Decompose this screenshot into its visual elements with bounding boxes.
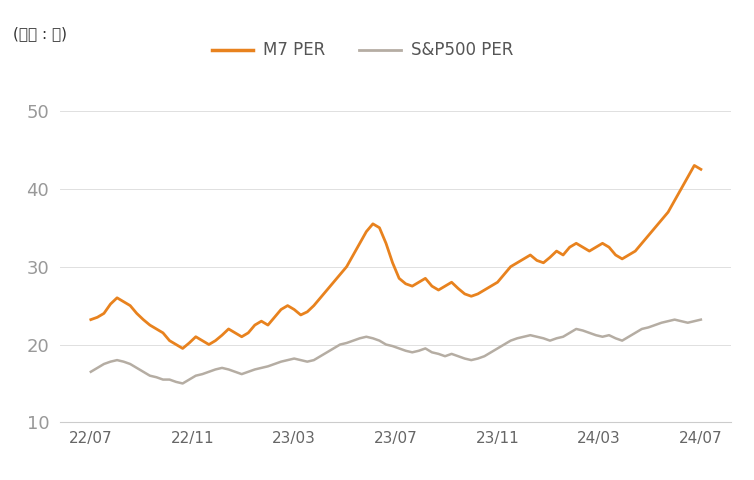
S&P500 PER: [250, 367, 259, 372]
S&P500 PER: [198, 371, 207, 377]
S&P500 PER: [329, 346, 338, 351]
Legend: M7 PER, S&P500 PER: M7 PER, S&P500 PER: [205, 35, 520, 66]
S&P500 PER: [86, 369, 95, 375]
M7 PER: [178, 346, 187, 351]
S&P500 PER: [670, 317, 679, 323]
M7 PER: [552, 248, 561, 254]
S&P500 PER: [697, 317, 706, 323]
S&P500 PER: [460, 356, 469, 361]
Line: S&P500 PER: S&P500 PER: [90, 320, 701, 384]
M7 PER: [329, 279, 338, 285]
S&P500 PER: [178, 381, 187, 386]
Text: (단위 : 배): (단위 : 배): [14, 26, 67, 41]
M7 PER: [198, 338, 207, 344]
M7 PER: [250, 322, 259, 328]
S&P500 PER: [552, 336, 561, 341]
M7 PER: [86, 317, 95, 323]
Line: M7 PER: M7 PER: [90, 166, 701, 348]
M7 PER: [460, 291, 469, 297]
S&P500 PER: [348, 338, 357, 344]
M7 PER: [690, 163, 699, 168]
M7 PER: [697, 167, 706, 172]
M7 PER: [348, 252, 357, 258]
